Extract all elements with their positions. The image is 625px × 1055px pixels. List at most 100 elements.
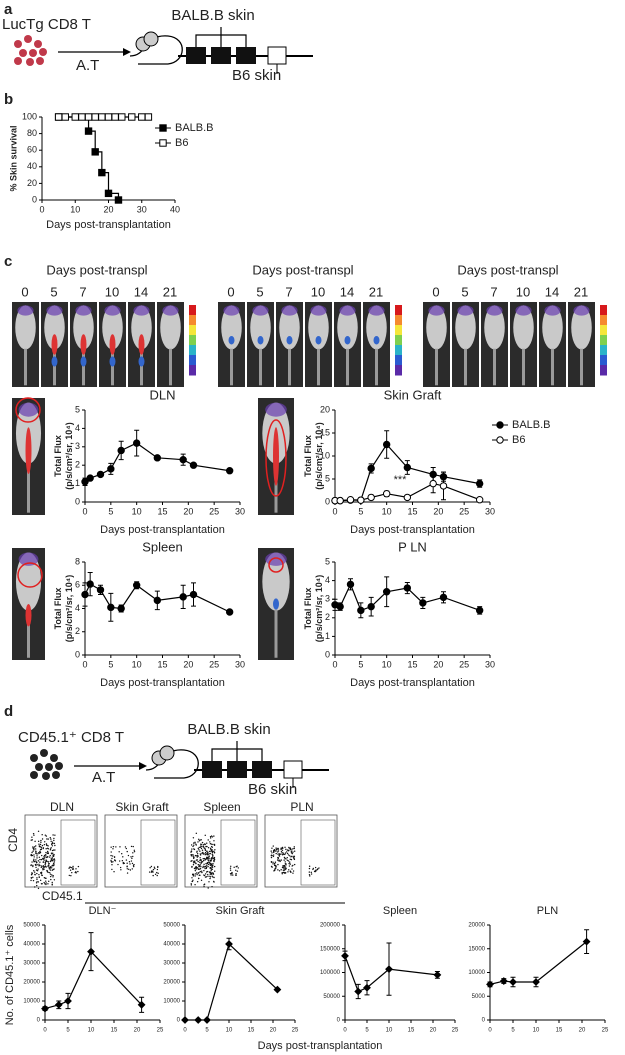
signal [228,336,235,345]
y-tick-label: 3 [325,594,330,604]
flow-dot [54,834,56,836]
x-tick-label: 0 [488,1028,492,1034]
mouse-tail [27,609,30,658]
flow-dot [36,855,38,857]
x-axis-label: Days post-transplantation [350,524,475,536]
y-axis-label: Total Flux [303,588,313,630]
flow-dot [41,854,43,857]
signal [344,336,351,345]
flow-dot [209,837,212,839]
flow-dot [126,868,128,870]
x-tick-label: 5 [358,659,363,669]
point [346,496,355,504]
flow-dot [72,867,74,869]
flow-dot [128,861,131,863]
x-tick-label: 25 [459,506,469,516]
colorbar [395,315,402,326]
flow-dot [199,861,201,864]
flow-dot [44,834,47,836]
flow-dot [34,840,36,843]
flow-dot [38,865,40,867]
transfer-label: A.T [76,57,99,74]
flow-dot [209,841,211,843]
mouse-body [484,305,505,350]
signal [138,356,145,367]
colorbar [189,305,196,316]
x-tick-label: 30 [485,659,495,669]
flow-dot [113,856,116,859]
y-tick-label: 0 [325,496,330,506]
point [104,113,113,121]
x-tick-label: 10 [386,1028,393,1034]
flow-dot [37,868,39,870]
cell-dot [35,763,43,771]
flow-dot [30,879,32,882]
cell-dot [24,35,32,43]
flow-dot [210,843,213,845]
flow-dot [53,839,55,842]
y-axis-label: No. of CD45.1⁺ cells [4,924,16,1025]
flow-dot [281,849,284,851]
point [496,421,504,429]
signal [265,552,287,566]
flow-dot [119,846,121,848]
flow-dot [119,866,122,869]
y-tick-label: 8 [75,556,80,566]
flow-dot [130,860,133,862]
flow-dot [199,839,201,841]
flow-dot [75,868,77,870]
signal [46,305,63,316]
point [582,937,591,946]
panel-label: a [4,1,13,18]
flow-dot [149,867,151,869]
point [336,496,344,505]
flow-dot [281,873,283,875]
flow-dot [213,857,215,859]
flow-dot [204,843,207,845]
flow-dot [195,865,197,868]
flow-dot [132,865,135,868]
flow-dot [36,870,39,872]
flow-dot [199,868,202,870]
flow-dot [207,861,210,863]
flow-dot [43,877,46,879]
flow-dot [117,863,119,866]
flow-dot [292,856,294,858]
mouse-tail [27,462,30,513]
flow-dot [32,846,34,848]
day-label: 5 [461,284,468,299]
y-tick-label: 40 [27,161,37,171]
flow-dot [287,854,290,856]
flow-dot [37,830,40,833]
flow-dot [211,836,214,838]
signal [109,334,116,355]
x-tick-label: 15 [157,659,167,669]
flow-dot [37,887,40,890]
axis-line [184,925,295,1021]
skin-box [186,47,206,64]
flow-dot [190,851,192,853]
y-axis-label: (p/s/cm²/sr, 10⁴) [64,575,74,642]
flow-dot [200,839,202,841]
point [159,139,167,147]
flow-dot [289,870,292,873]
flow-dot [36,872,38,875]
signal [310,305,327,316]
flow-dot [49,873,52,875]
point [439,593,448,602]
flow-dot [37,881,40,883]
colorbar [600,345,607,356]
mouse-tail [375,348,378,386]
point [153,596,162,605]
colorbar [189,335,196,346]
y-tick-label: 0 [75,496,80,506]
flow-dot [154,867,156,870]
flow-dot [46,844,48,846]
flow-dot [203,863,205,866]
flow-dot [308,865,311,867]
flow-dot [208,855,210,858]
flow-dot [129,869,132,871]
flow-dot [283,853,285,856]
roi [268,557,284,573]
flow-dot [50,838,52,840]
